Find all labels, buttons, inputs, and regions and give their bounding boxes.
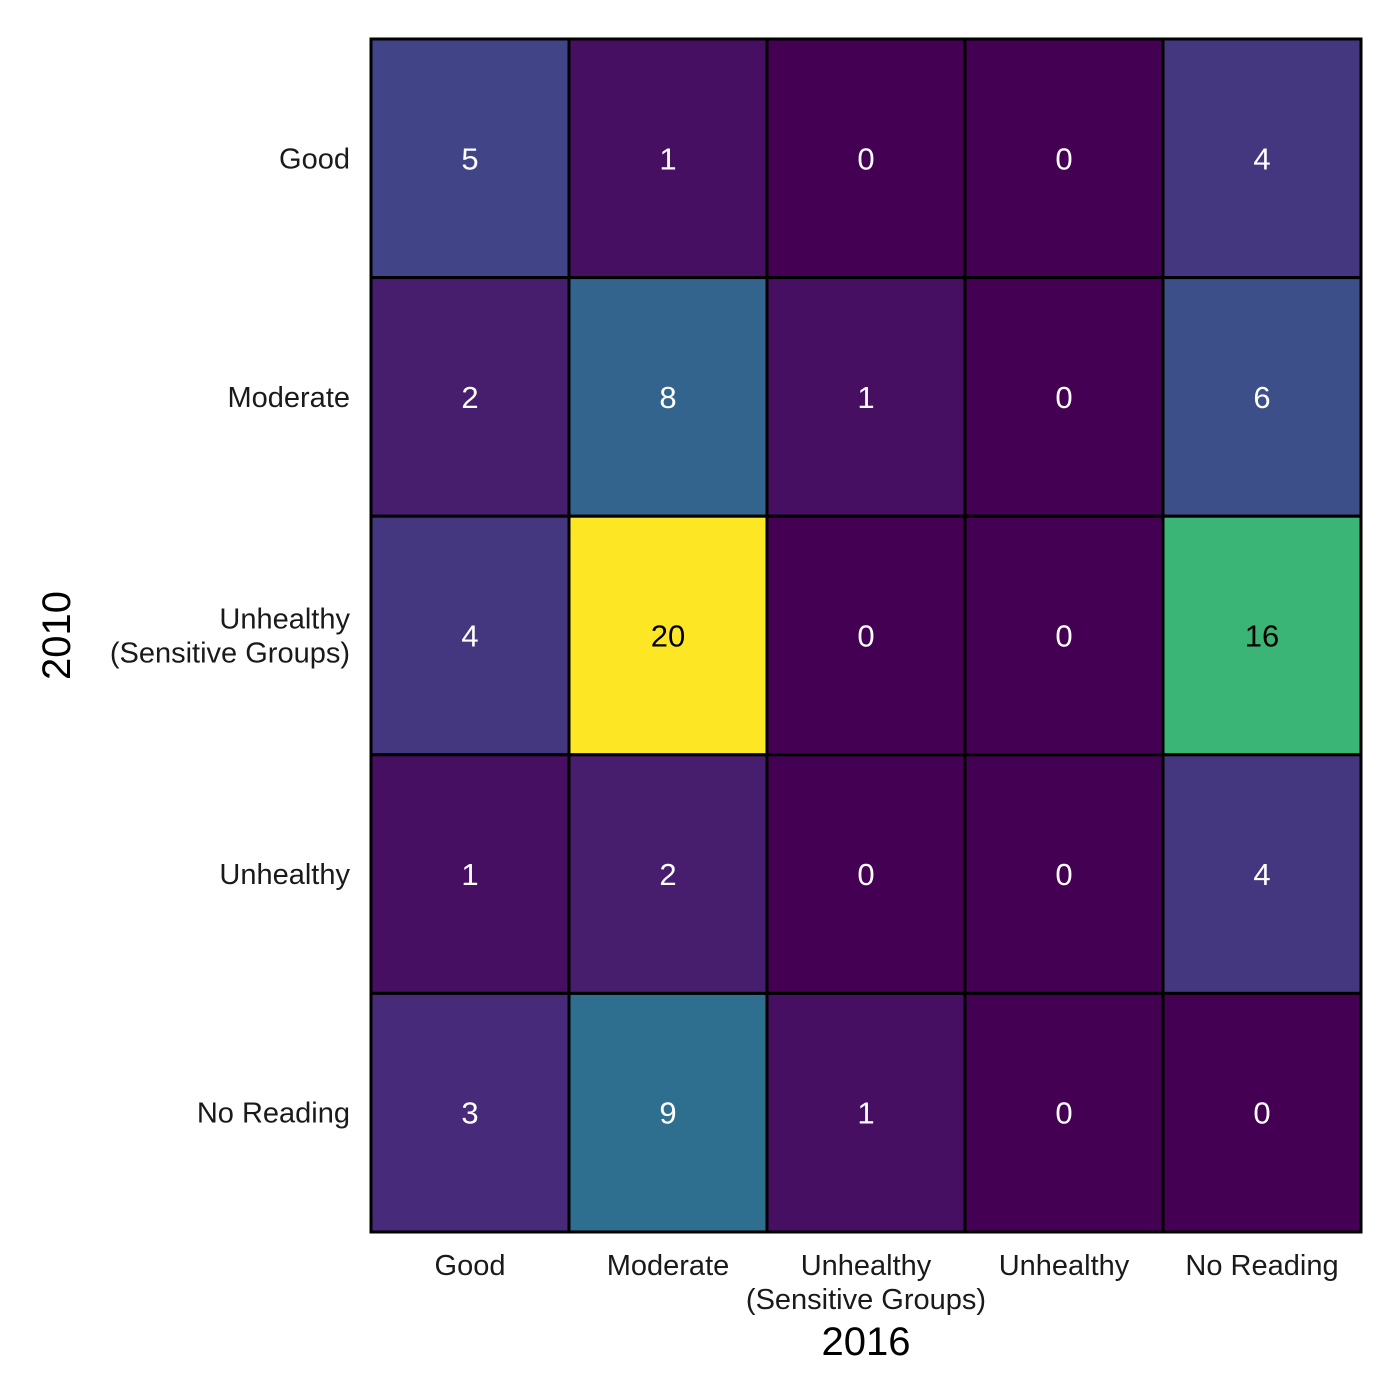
y-tick-label-3: Unhealthy [219,859,350,891]
heatmap-cell-labels: 5 1 0 0 42 8 1 0 64 20 0 0 161 2 0 0 43 9 1 0 0 [461,141,1279,1130]
cell-value-r0-c0: 5 [461,141,478,176]
cell-value-r0-c1: 1 [659,141,676,176]
heatmap-cell-r1-c4 [1161,276,1363,518]
y-tick-label-4: No Reading [197,1098,350,1130]
cell-value-r3-c2: 0 [857,857,874,892]
heatmap-cell-r2-c3 [963,514,1165,757]
heatmap-cell-r4-c1 [567,991,769,1234]
x-tick-label-3: Unhealthy [999,1250,1130,1282]
heatmap-cell-r0-c0 [369,37,571,280]
cell-value-r3-c3: 0 [1055,857,1072,892]
cell-value-r1-c4: 6 [1253,380,1270,415]
cell-value-r2-c3: 0 [1055,619,1072,654]
cell-value-r2-c2: 0 [857,619,874,654]
y-tick-label-1: Moderate [227,382,350,414]
cell-value-r4-c4: 0 [1253,1096,1270,1131]
heatmap-cell-r2-c1 [567,514,769,757]
cell-value-r4-c2: 1 [857,1096,874,1131]
heatmap-cell-r1-c0 [369,276,571,518]
x-tick-label-1: Moderate [607,1250,730,1282]
cell-value-r2-c0: 4 [461,619,478,654]
x-tick-label-2: Unhealthy (Sensitive Groups) [746,1250,986,1316]
cell-value-r2-c1: 20 [651,619,685,654]
cell-value-r0-c4: 4 [1253,141,1270,176]
x-tick-label-4: No Reading [1185,1250,1338,1282]
heatmap-cell-r1-c2 [765,276,967,518]
heatmap-cell-r4-c0 [369,991,571,1234]
heatmap-cell-r3-c1 [567,753,769,995]
cell-value-r3-c4: 4 [1253,857,1270,892]
cell-value-r3-c1: 2 [659,857,676,892]
heatmap-cell-r3-c3 [963,753,1165,995]
heatmap-cell-r3-c4 [1161,753,1363,995]
y-axis-tick-labels: Good Moderate Unhealthy (Sensitive Groups) U… [110,143,351,1129]
heatmap-cell-r0-c3 [963,37,1165,280]
y-tick-label-2: Unhealthy (Sensitive Groups) [110,604,351,670]
y-axis-title: 2010 [35,591,79,680]
heatmap-cell-r4-c2 [765,991,967,1234]
y-tick-label-0: Good [279,143,350,175]
cell-value-r1-c2: 1 [857,380,874,415]
cell-value-r0-c3: 0 [1055,141,1072,176]
heatmap-border [369,37,1363,1234]
x-tick-label-0: Good [435,1250,506,1282]
heatmap-cells [369,37,1363,1234]
cell-value-r1-c3: 0 [1055,380,1072,415]
cell-value-r4-c3: 0 [1055,1096,1072,1131]
cell-value-r0-c2: 0 [857,141,874,176]
x-axis-tick-labels: Good Moderate Unhealthy (Sensitive Groups) U… [435,1250,1339,1316]
cell-value-r1-c0: 2 [461,380,478,415]
cell-value-r2-c4: 16 [1245,619,1279,654]
cell-value-r4-c1: 9 [659,1096,676,1131]
x-axis-title: 2016 [822,1320,911,1364]
cell-value-r3-c0: 1 [461,857,478,892]
cell-value-r4-c0: 3 [461,1096,478,1131]
heatmap-cell-r4-c4 [1161,991,1363,1234]
heatmap-cell-r3-c2 [765,753,967,995]
heatmap-cell-r0-c1 [567,37,769,280]
cell-value-r1-c1: 8 [659,380,676,415]
